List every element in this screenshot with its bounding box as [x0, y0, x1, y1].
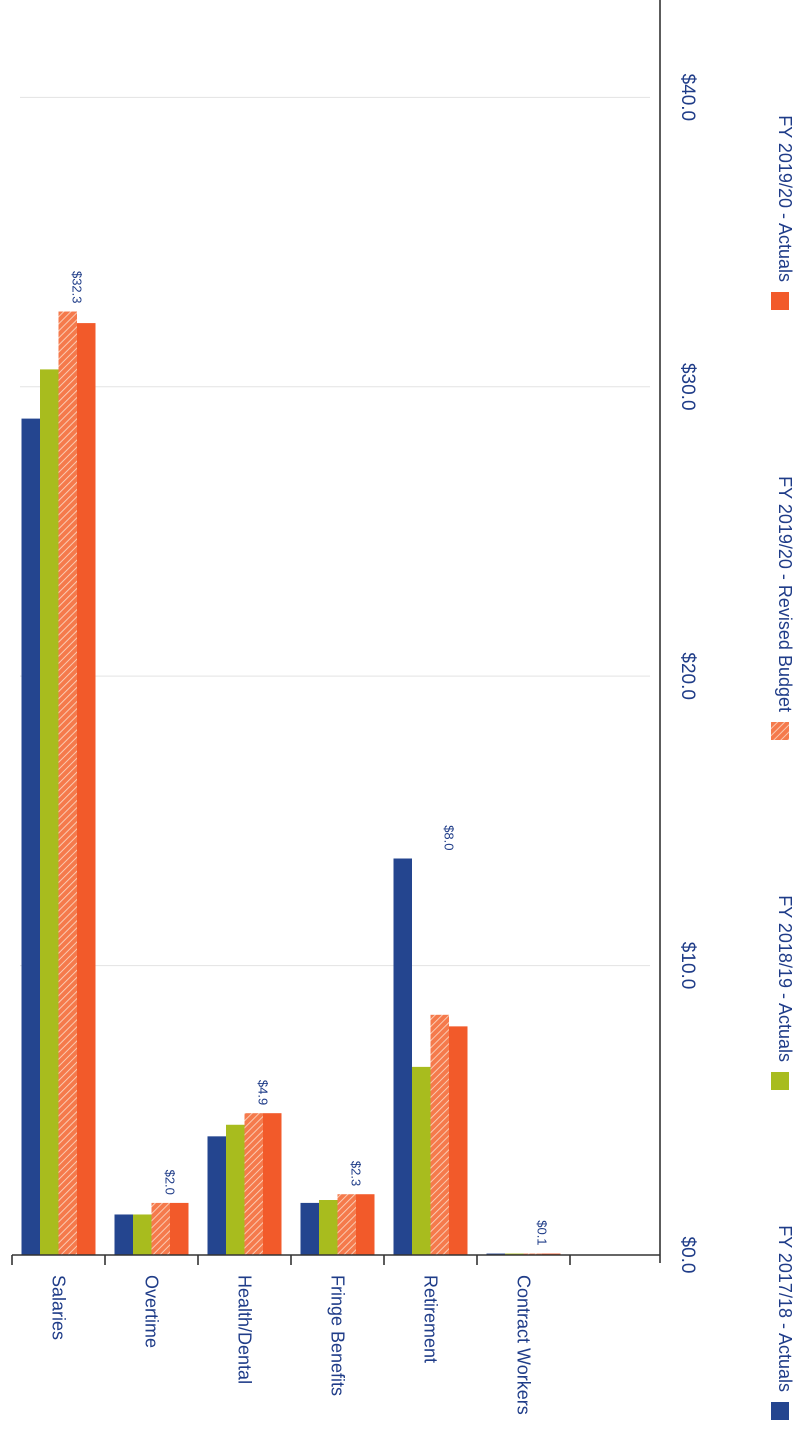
category-label-fringe-benefits: Fringe Benefits — [328, 1275, 348, 1396]
bar-overtime-fy-2018-19-actuals — [133, 1214, 152, 1255]
legend-label-fy-2019-20-actuals: FY 2019/20 - Actuals — [775, 115, 795, 282]
legend-swatch-fy-2017-18-actuals — [771, 1402, 789, 1420]
bar-overtime-fy-2019-20-actuals — [170, 1202, 189, 1255]
category-label-contract-workers: Contract Workers — [514, 1275, 534, 1415]
category-label-retirement: Retirement — [421, 1275, 441, 1363]
data-label-retirement: $8.0 — [441, 825, 456, 850]
category-label-overtime: Overtime — [142, 1275, 162, 1348]
data-label-overtime: $2.0 — [162, 1170, 177, 1195]
legend: FY 2017/18 - Actuals FY 2018/19 - Actuals… — [771, 115, 795, 1420]
data-label-contract-workers: $0.1 — [534, 1220, 549, 1245]
tick-label-10-0: $10.0 — [677, 942, 698, 990]
data-label-salaries: $32.3 — [69, 271, 84, 304]
tick-label-20-0: $20.0 — [677, 652, 698, 700]
legend-swatch-fy-2019-20-revised-budget — [771, 722, 789, 740]
legend-swatch-fy-2019-20-actuals — [771, 292, 789, 310]
bar-overtime-fy-2019-20-revised-budget — [151, 1202, 170, 1255]
data-label-fringe-benefits: $2.3 — [348, 1161, 363, 1186]
bar-fringe-benefits-fy-2019-20-revised-budget — [337, 1194, 356, 1255]
bar-overtime-fy-2017-18-actuals — [114, 1214, 133, 1255]
tick-label-30-0: $30.0 — [677, 363, 698, 411]
tick-label-0-0: $0.0 — [677, 1237, 698, 1274]
value-tick-labels: $0.0 $10.0 $20.0 $30.0 $40.0 — [677, 74, 698, 1274]
data-label-health-dental: $4.9 — [255, 1080, 270, 1105]
category-labels: Salaries Overtime Health/Dental Fringe Bene… — [49, 1275, 534, 1415]
bar-health-dental-fy-2019-20-actuals — [263, 1113, 282, 1255]
gridlines — [20, 96, 650, 967]
bar-retirement-fy-2018-19-actuals — [412, 1066, 431, 1255]
bar-retirement-fy-2019-20-revised-budget — [430, 1014, 449, 1255]
bar-salaries-fy-2017-18-actuals — [21, 418, 40, 1256]
bars — [21, 311, 561, 1256]
legend-swatch-fy-2018-19-actuals — [771, 1072, 789, 1090]
category-ticks — [11, 1255, 571, 1265]
bar-health-dental-fy-2018-19-actuals — [226, 1124, 245, 1255]
bar-fringe-benefits-fy-2017-18-actuals — [300, 1202, 319, 1255]
legend-label-fy-2018-19-actuals: FY 2018/19 - Actuals — [775, 895, 795, 1062]
bar-fringe-benefits-fy-2018-19-actuals — [319, 1200, 338, 1255]
bar-salaries-fy-2019-20-actuals — [77, 323, 96, 1255]
category-label-salaries: Salaries — [49, 1275, 69, 1340]
bar-health-dental-fy-2017-18-actuals — [207, 1136, 226, 1255]
data-labels: $32.3 $2.0 $4.9 $2.3 $8.0 $0.1 — [69, 271, 549, 1246]
bar-retirement-fy-2017-18-actuals — [393, 858, 412, 1255]
legend-label-fy-2019-20-revised-budget: FY 2019/20 - Revised Budget — [775, 476, 795, 712]
bar-fringe-benefits-fy-2019-20-actuals — [356, 1194, 375, 1255]
bar-retirement-fy-2019-20-actuals — [449, 1026, 468, 1255]
legend-label-fy-2017-18-actuals: FY 2017/18 - Actuals — [775, 1225, 795, 1392]
category-label-health-dental: Health/Dental — [235, 1275, 255, 1384]
bar-salaries-fy-2019-20-revised-budget — [58, 311, 77, 1255]
tick-label-40-0: $40.0 — [677, 74, 698, 122]
axes — [12, 0, 661, 1263]
bar-salaries-fy-2018-19-actuals — [40, 369, 59, 1255]
bar-health-dental-fy-2019-20-revised-budget — [244, 1113, 263, 1255]
